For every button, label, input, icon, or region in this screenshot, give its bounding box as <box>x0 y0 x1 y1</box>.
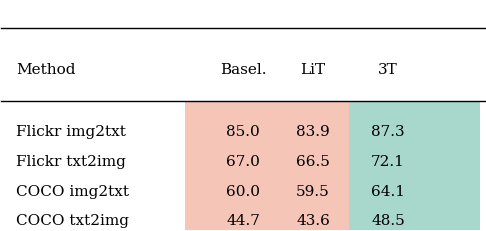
Bar <box>185 102 270 231</box>
Text: COCO img2txt: COCO img2txt <box>16 184 129 198</box>
Text: COCO txt2img: COCO txt2img <box>16 213 129 228</box>
Text: Basel.: Basel. <box>220 63 266 77</box>
Text: 72.1: 72.1 <box>371 154 405 168</box>
Text: 48.5: 48.5 <box>371 213 405 228</box>
Text: 64.1: 64.1 <box>371 184 405 198</box>
Text: 59.5: 59.5 <box>296 184 330 198</box>
Text: 3T: 3T <box>378 63 398 77</box>
Text: Flickr img2txt: Flickr img2txt <box>16 125 126 138</box>
Bar <box>270 102 349 231</box>
Text: 60.0: 60.0 <box>226 184 260 198</box>
Bar <box>349 102 480 231</box>
Text: 85.0: 85.0 <box>226 125 260 138</box>
Text: 44.7: 44.7 <box>226 213 260 228</box>
Text: Method: Method <box>16 63 75 77</box>
Text: 83.9: 83.9 <box>296 125 330 138</box>
Text: LiT: LiT <box>300 63 326 77</box>
Text: 66.5: 66.5 <box>296 154 330 168</box>
Text: 43.6: 43.6 <box>296 213 330 228</box>
Text: 67.0: 67.0 <box>226 154 260 168</box>
Text: 87.3: 87.3 <box>371 125 405 138</box>
Text: Flickr txt2img: Flickr txt2img <box>16 154 126 168</box>
